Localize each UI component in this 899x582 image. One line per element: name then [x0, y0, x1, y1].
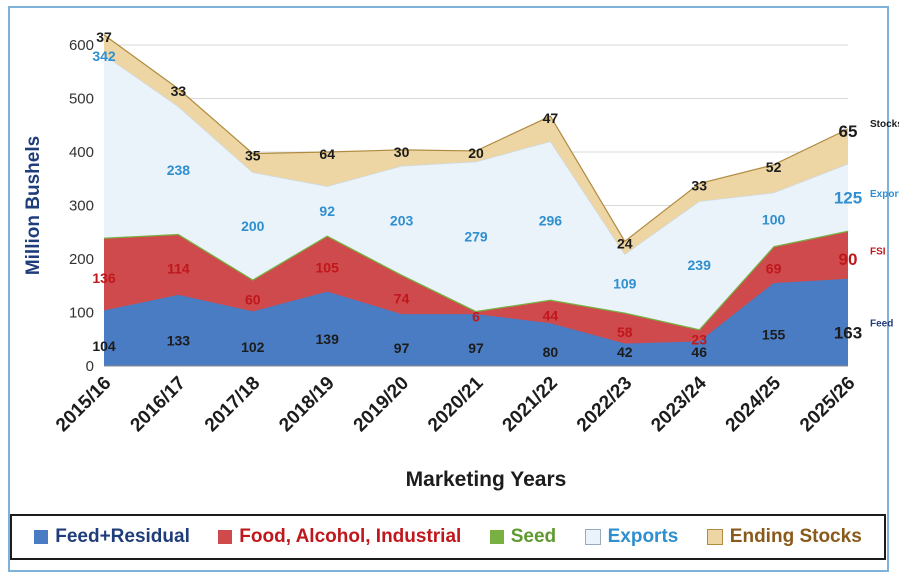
data-label-stocks: 30: [394, 144, 410, 160]
x-tick-label: 2020/21: [424, 372, 488, 436]
x-tick-label: 2023/24: [647, 372, 711, 436]
x-tick-label: 2019/20: [350, 373, 413, 436]
data-label-feed: 104: [92, 338, 116, 354]
data-label-fsi: 105: [316, 260, 340, 276]
x-tick-label: 2018/19: [275, 373, 338, 436]
data-label-stocks: 24: [617, 235, 633, 251]
y-tick-label: 400: [69, 144, 94, 161]
data-label-stocks: 52: [766, 159, 782, 175]
legend-swatch-stocks: [706, 529, 723, 545]
data-label-exports: 238: [167, 162, 191, 178]
legend: Feed+Residual Food, Alcohol, Industrial …: [10, 514, 886, 560]
legend-item-stocks: Ending Stocks: [706, 526, 862, 548]
data-label-stocks: 64: [319, 146, 335, 162]
data-label-fsi: 90: [839, 250, 858, 269]
x-tick-label: 2025/26: [796, 373, 859, 436]
data-label-exports: 125: [834, 188, 862, 207]
data-label-stocks: 20: [468, 145, 484, 161]
data-label-stocks: 47: [543, 110, 559, 126]
legend-swatch-exports: [584, 529, 601, 545]
data-label-exports: 92: [319, 203, 335, 219]
legend-label-feed: Feed+Residual: [55, 526, 190, 547]
area-feed: [104, 278, 848, 366]
legend-label-stocks: Ending Stocks: [729, 526, 862, 547]
data-label-feed: 97: [468, 340, 484, 356]
y-tick-label: 300: [69, 198, 94, 215]
legend-label-fsi: Food, Alcohol, Industrial: [239, 526, 462, 547]
end-tag: Stocks: [870, 119, 899, 130]
data-label-feed: 46: [691, 344, 707, 360]
data-label-stocks: 33: [171, 83, 187, 99]
data-label-fsi: 23: [691, 331, 707, 347]
end-tag: Exports: [870, 189, 899, 200]
data-label-exports: 239: [688, 257, 712, 273]
data-label-exports: 296: [539, 213, 563, 229]
edge-stocks: [103, 34, 849, 243]
x-axis-title: Marketing Years: [406, 468, 567, 491]
data-label-feed: 102: [241, 339, 265, 355]
legend-label-exports: Exports: [607, 526, 679, 547]
x-tick-label: 2022/23: [573, 373, 636, 436]
data-label-exports: 109: [613, 275, 637, 291]
end-tag: FSI: [870, 247, 886, 258]
legend-item-exports: Exports: [584, 526, 679, 548]
data-label-feed: 163: [834, 324, 862, 343]
data-label-exports: 203: [390, 212, 414, 228]
x-tick-label: 2016/17: [127, 373, 190, 436]
legend-swatch-fsi: [218, 530, 233, 544]
data-label-fsi: 6: [472, 309, 480, 325]
data-label-feed: 42: [617, 344, 633, 360]
legend-label-seed: Seed: [510, 526, 557, 547]
legend-item-seed: Seed: [489, 526, 557, 548]
y-tick-label: 200: [69, 251, 94, 268]
data-label-fsi: 44: [543, 307, 559, 323]
data-label-exports: 279: [464, 228, 488, 244]
legend-swatch-feed: [34, 530, 49, 544]
data-label-stocks: 37: [96, 29, 112, 45]
area-fsi: [104, 230, 848, 344]
y-axis-title: Million Bushels: [23, 136, 44, 275]
data-label-exports: 342: [92, 48, 116, 64]
y-tick-label: 600: [69, 37, 94, 54]
data-label-fsi: 74: [394, 290, 410, 306]
y-tick-label: 100: [69, 305, 94, 322]
x-tick-label: 2017/18: [201, 373, 264, 436]
end-tag: Feed: [870, 318, 893, 329]
x-tick-label: 2015/16: [52, 373, 115, 436]
data-label-exports: 100: [762, 211, 786, 227]
data-label-feed: 139: [316, 331, 340, 347]
area-exports: [104, 54, 848, 330]
data-label-feed: 133: [167, 332, 191, 348]
data-label-fsi: 69: [766, 261, 782, 277]
legend-swatch-seed: [489, 530, 504, 544]
y-tick-label: 500: [69, 91, 94, 108]
data-label-fsi: 114: [167, 260, 190, 276]
legend-item-fsi: Food, Alcohol, Industrial: [218, 526, 461, 548]
x-tick-label: 2021/22: [499, 373, 562, 436]
data-label-feed: 80: [543, 344, 559, 360]
data-label-feed: 155: [762, 327, 786, 343]
y-tick-label: 0: [86, 358, 94, 375]
data-label-stocks: 35: [245, 148, 261, 164]
x-tick-label: 2024/25: [722, 372, 786, 436]
data-label-exports: 200: [241, 218, 265, 234]
data-label-stocks: 65: [839, 122, 858, 141]
data-label-stocks: 33: [691, 178, 707, 194]
data-label-feed: 97: [394, 340, 410, 356]
data-label-fsi: 60: [245, 291, 261, 307]
data-label-fsi: 58: [617, 324, 633, 340]
legend-item-feed: Feed+Residual: [34, 526, 190, 548]
data-label-fsi: 136: [92, 270, 116, 286]
